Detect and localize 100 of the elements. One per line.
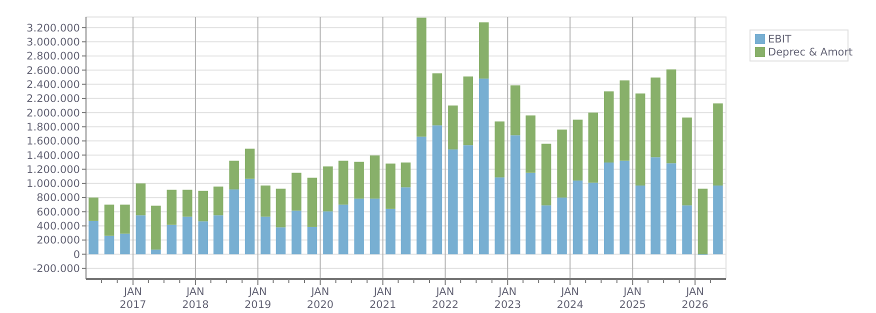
y-tick-label: 1.000.000 bbox=[26, 178, 80, 190]
bar bbox=[588, 112, 598, 183]
bar bbox=[510, 135, 520, 254]
bar bbox=[572, 180, 583, 254]
bar bbox=[650, 78, 660, 158]
legend-label: Deprec & Amort bbox=[768, 46, 853, 59]
bar bbox=[276, 227, 286, 254]
bar bbox=[354, 162, 364, 199]
y-tick-label: 1.200.000 bbox=[26, 164, 80, 176]
bar bbox=[120, 204, 130, 234]
bar bbox=[166, 224, 177, 254]
bar bbox=[120, 234, 130, 254]
x-tick-label: JAN 2019 bbox=[244, 286, 272, 311]
bar bbox=[151, 206, 161, 250]
bar bbox=[650, 157, 660, 254]
bar bbox=[88, 220, 98, 254]
bar bbox=[198, 190, 208, 222]
bar bbox=[260, 186, 270, 217]
bar bbox=[136, 183, 146, 216]
bar bbox=[713, 186, 723, 254]
bar bbox=[432, 125, 442, 254]
bar bbox=[557, 198, 567, 254]
bar bbox=[557, 130, 567, 198]
y-tick-label: 3.200.000 bbox=[26, 22, 80, 34]
bar bbox=[88, 198, 98, 221]
x-tick-label: JAN 2022 bbox=[432, 286, 459, 311]
bar bbox=[463, 145, 474, 254]
bar bbox=[213, 186, 224, 216]
bar bbox=[682, 205, 692, 254]
bar bbox=[244, 178, 255, 254]
bar bbox=[292, 210, 302, 254]
bar bbox=[479, 78, 489, 254]
bar bbox=[276, 188, 286, 228]
bar bbox=[338, 204, 348, 254]
bar bbox=[400, 162, 411, 188]
bar bbox=[494, 121, 504, 178]
bar bbox=[682, 118, 692, 206]
bar bbox=[260, 216, 270, 254]
bar bbox=[292, 172, 302, 211]
bar bbox=[604, 91, 614, 163]
bar bbox=[182, 216, 192, 254]
y-tick-label: 600.000 bbox=[36, 206, 80, 218]
bar bbox=[604, 162, 614, 254]
bar bbox=[448, 106, 458, 150]
bar bbox=[166, 190, 177, 225]
bar bbox=[104, 204, 114, 236]
bar bbox=[666, 163, 676, 254]
bar bbox=[526, 115, 536, 173]
bar bbox=[541, 205, 552, 254]
bar bbox=[620, 160, 630, 254]
y-tick-label: 200.000 bbox=[36, 234, 80, 247]
bar bbox=[182, 190, 192, 217]
bar bbox=[354, 198, 364, 254]
bar bbox=[229, 160, 239, 190]
bar bbox=[416, 136, 426, 254]
y-tick-label: 2.200.000 bbox=[26, 93, 80, 106]
bar bbox=[386, 208, 396, 254]
bar bbox=[713, 103, 723, 186]
bar bbox=[698, 188, 708, 254]
bar bbox=[572, 120, 583, 181]
y-tick-label: 0 bbox=[73, 248, 80, 261]
bar bbox=[386, 164, 396, 209]
bar bbox=[213, 215, 224, 254]
bar bbox=[323, 166, 333, 212]
bar bbox=[510, 85, 520, 136]
y-tick-label: 800.000 bbox=[36, 192, 80, 204]
y-tick-label: 1.400.000 bbox=[26, 150, 80, 162]
legend-label: EBIT bbox=[768, 34, 792, 46]
bar bbox=[104, 236, 114, 254]
bar bbox=[479, 22, 489, 79]
y-tick-label: 3.000.000 bbox=[26, 36, 80, 48]
bar bbox=[635, 186, 646, 254]
bar bbox=[307, 178, 318, 227]
bar bbox=[307, 226, 318, 254]
x-tick-label: JAN 2017 bbox=[120, 286, 146, 311]
x-tick-label: JAN 2021 bbox=[369, 286, 396, 311]
bar bbox=[416, 18, 426, 137]
y-tick-label: 2.600.000 bbox=[26, 64, 80, 77]
bar bbox=[432, 73, 442, 126]
x-tick-label: JAN 2023 bbox=[494, 286, 522, 311]
x-tick-label: JAN 2024 bbox=[556, 286, 584, 311]
bar bbox=[666, 69, 676, 164]
x-tick-label: JAN 2026 bbox=[682, 286, 709, 311]
bar bbox=[323, 211, 333, 254]
bar bbox=[151, 250, 161, 254]
bar bbox=[229, 189, 239, 254]
bar bbox=[198, 221, 208, 254]
bar bbox=[463, 76, 474, 146]
bar bbox=[541, 144, 552, 206]
bar bbox=[635, 93, 646, 186]
y-tick-label: 2.000.000 bbox=[26, 107, 80, 120]
bar bbox=[244, 148, 255, 179]
bar bbox=[588, 182, 598, 254]
bar bbox=[526, 172, 536, 254]
bar bbox=[448, 149, 458, 254]
y-tick-label: -200.000 bbox=[32, 263, 80, 276]
bar bbox=[136, 215, 146, 254]
x-tick-label: JAN 2018 bbox=[182, 286, 209, 311]
y-tick-label: 400.000 bbox=[36, 220, 80, 233]
y-tick-label: 2.400.000 bbox=[26, 78, 80, 91]
